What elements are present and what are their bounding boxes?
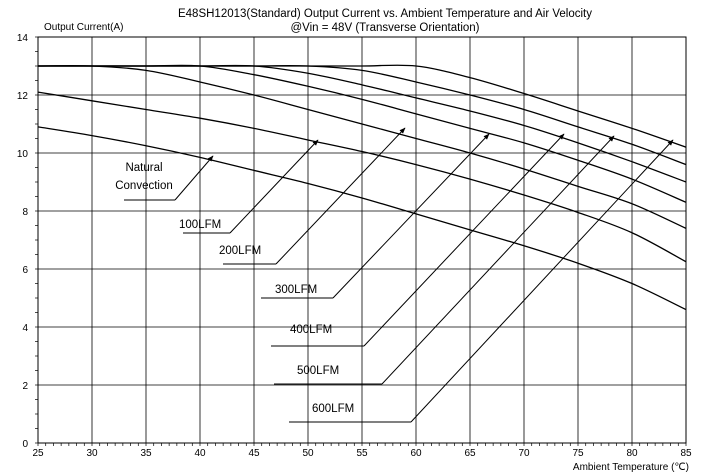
series-annotations: Natural Convection 100LFM 200LFM 300LFM 400LF… bbox=[115, 127, 674, 423]
x-tick-label: 45 bbox=[248, 448, 260, 459]
series-label: Natural bbox=[125, 162, 162, 174]
label-arrow bbox=[332, 133, 490, 299]
plot-frame bbox=[37, 36, 687, 444]
y-tick-label: 14 bbox=[17, 33, 29, 44]
series-label: 100LFM bbox=[179, 219, 221, 231]
x-tick-label: 35 bbox=[140, 448, 152, 459]
series-label: 200LFM bbox=[219, 245, 261, 257]
series-label: Convection bbox=[115, 180, 173, 192]
x-tick-label: 30 bbox=[86, 448, 98, 459]
y-tick-label: 12 bbox=[17, 91, 29, 102]
x-tick-label: 85 bbox=[680, 448, 692, 459]
x-tick-label: 75 bbox=[572, 448, 584, 459]
x-tick-label: 60 bbox=[410, 448, 422, 459]
x-tick-label: 55 bbox=[356, 448, 368, 459]
chart-subtitle: @Vin = 48V (Transverse Orientation) bbox=[290, 22, 479, 34]
x-tick-label: 80 bbox=[626, 448, 638, 459]
label-arrow bbox=[174, 155, 214, 201]
y-tick-label: 10 bbox=[17, 149, 29, 160]
chart-title: E48SH12013(Standard) Output Current vs. … bbox=[178, 8, 592, 20]
gridlines bbox=[38, 37, 686, 443]
y-tick-label: 4 bbox=[22, 323, 28, 334]
series-label: 600LFM bbox=[312, 403, 354, 415]
series-line bbox=[38, 126, 686, 311]
label-arrow bbox=[229, 139, 319, 234]
y-tick-label: 2 bbox=[22, 381, 28, 392]
series-lines bbox=[38, 64, 686, 311]
y-axis-label: Output Current(A) bbox=[44, 22, 123, 33]
x-axis-label: Ambient Temperature (℃) bbox=[573, 462, 689, 473]
series-label: 300LFM bbox=[275, 284, 317, 296]
label-arrow bbox=[275, 127, 406, 265]
label-arrow bbox=[363, 133, 565, 347]
label-arrow bbox=[381, 135, 615, 385]
series-label: 400LFM bbox=[290, 324, 332, 336]
series-line bbox=[38, 64, 686, 148]
y-tick-label: 6 bbox=[22, 265, 28, 276]
y-tick-label: 0 bbox=[22, 439, 28, 450]
y-tick-label: 8 bbox=[22, 207, 28, 218]
tick-labels: 25 30 35 40 45 50 55 60 65 70 75 80 85 0 2 4 6 8 10 12 14 bbox=[17, 33, 692, 459]
x-tick-label: 25 bbox=[32, 448, 44, 459]
series-line bbox=[38, 91, 686, 263]
label-arrow bbox=[410, 139, 674, 423]
series-label: 500LFM bbox=[297, 365, 339, 377]
series-line bbox=[38, 65, 686, 229]
x-tick-label: 70 bbox=[518, 448, 530, 459]
x-tick-label: 40 bbox=[194, 448, 206, 459]
x-tick-label: 50 bbox=[302, 448, 314, 459]
x-tick-label: 65 bbox=[464, 448, 476, 459]
